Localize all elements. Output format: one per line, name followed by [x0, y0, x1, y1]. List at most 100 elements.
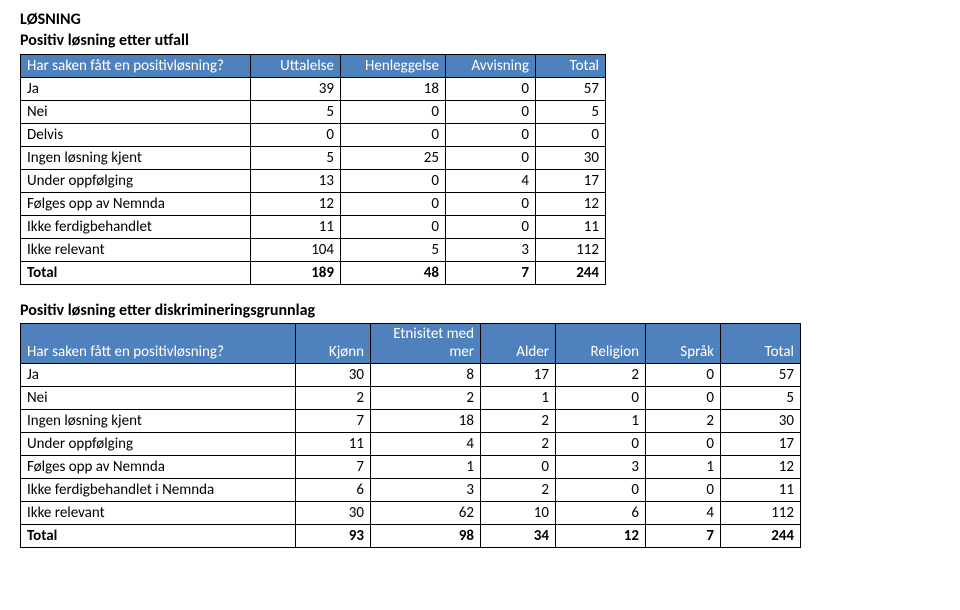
- table1-col-uttalelse: Uttalelse: [251, 54, 341, 77]
- table1-header-row: Har saken fått en positivløsning? Uttale…: [21, 54, 606, 77]
- table2-col-etnisitet: Etnisitet med mer: [371, 324, 481, 364]
- row-label: Følges opp av Nemnda: [21, 455, 296, 478]
- cell: 0: [646, 363, 721, 386]
- table2-total-label: Total: [21, 524, 296, 547]
- cell: 3: [371, 478, 481, 501]
- table1-question: Har saken fått en positivløsning?: [21, 54, 251, 77]
- cell: 1: [371, 455, 481, 478]
- table2-col-religion: Religion: [556, 324, 646, 364]
- cell: 1: [556, 409, 646, 432]
- table-row: Ikke ferdigbehandlet110011: [21, 215, 606, 238]
- cell: 5: [341, 238, 446, 261]
- table1-col-avvisning: Avvisning: [446, 54, 536, 77]
- cell: 0: [481, 455, 556, 478]
- cell: 0: [536, 123, 606, 146]
- cell: 2: [371, 386, 481, 409]
- cell: 5: [721, 386, 801, 409]
- cell: 7: [296, 455, 371, 478]
- cell: 25: [341, 146, 446, 169]
- section1-heading: LØSNING: [20, 10, 940, 31]
- cell: 18: [341, 77, 446, 100]
- cell: 93: [296, 524, 371, 547]
- cell: 0: [446, 146, 536, 169]
- table2-col-total: Total: [721, 324, 801, 364]
- cell: 30: [296, 363, 371, 386]
- cell: 18: [371, 409, 481, 432]
- cell: 5: [536, 100, 606, 123]
- cell: 48: [341, 261, 446, 284]
- cell: 112: [721, 501, 801, 524]
- table2-col-kjonn: Kjønn: [296, 324, 371, 364]
- cell: 0: [446, 100, 536, 123]
- table-row: Nei5005: [21, 100, 606, 123]
- row-label: Ja: [21, 77, 251, 100]
- cell: 2: [481, 478, 556, 501]
- cell: 0: [446, 192, 536, 215]
- table-losning-grunnlag: Har saken fått en positivløsning? Kjønn …: [20, 323, 801, 548]
- section1-subheading: Positiv løsning etter utfall: [20, 31, 940, 52]
- cell: 0: [646, 478, 721, 501]
- cell: 0: [341, 169, 446, 192]
- cell: 0: [556, 386, 646, 409]
- cell: 3: [556, 455, 646, 478]
- row-label: Ikke relevant: [21, 238, 251, 261]
- cell: 62: [371, 501, 481, 524]
- cell: 4: [446, 169, 536, 192]
- row-label: Ikke ferdigbehandlet i Nemnda: [21, 478, 296, 501]
- cell: 0: [556, 478, 646, 501]
- cell: 8: [371, 363, 481, 386]
- cell: 4: [371, 432, 481, 455]
- cell: 0: [341, 215, 446, 238]
- cell: 0: [341, 192, 446, 215]
- row-label: Ja: [21, 363, 296, 386]
- row-label: Nei: [21, 100, 251, 123]
- row-label: Ikke relevant: [21, 501, 296, 524]
- cell: 17: [536, 169, 606, 192]
- row-label: Under oppfølging: [21, 432, 296, 455]
- etn-l2: mer: [449, 343, 474, 361]
- cell: 5: [251, 100, 341, 123]
- cell: 244: [536, 261, 606, 284]
- cell: 2: [646, 409, 721, 432]
- cell: 189: [251, 261, 341, 284]
- cell: 112: [536, 238, 606, 261]
- cell: 0: [251, 123, 341, 146]
- cell: 0: [646, 432, 721, 455]
- cell: 12: [721, 455, 801, 478]
- cell: 0: [446, 215, 536, 238]
- cell: 13: [251, 169, 341, 192]
- cell: 7: [446, 261, 536, 284]
- table-losning-utfall: Har saken fått en positivløsning? Uttale…: [20, 54, 606, 285]
- cell: 5: [251, 146, 341, 169]
- cell: 0: [556, 432, 646, 455]
- cell: 0: [446, 123, 536, 146]
- cell: 30: [296, 501, 371, 524]
- cell: 11: [721, 478, 801, 501]
- cell: 4: [646, 501, 721, 524]
- cell: 2: [296, 386, 371, 409]
- cell: 57: [721, 363, 801, 386]
- cell: 17: [721, 432, 801, 455]
- table1-col-henleggelse: Henleggelse: [341, 54, 446, 77]
- cell: 0: [646, 386, 721, 409]
- table2-question: Har saken fått en positivløsning?: [21, 324, 296, 364]
- cell: 12: [556, 524, 646, 547]
- table1-col-total: Total: [536, 54, 606, 77]
- table-row: Følges opp av Nemnda7103112: [21, 455, 801, 478]
- table-row: Ja308172057: [21, 363, 801, 386]
- row-label: Ingen løsning kjent: [21, 409, 296, 432]
- table-row: Ikke ferdigbehandlet i Nemnda6320011: [21, 478, 801, 501]
- cell: 0: [341, 123, 446, 146]
- row-label: Delvis: [21, 123, 251, 146]
- cell: 30: [536, 146, 606, 169]
- cell: 17: [481, 363, 556, 386]
- cell: 11: [296, 432, 371, 455]
- cell: 1: [646, 455, 721, 478]
- cell: 104: [251, 238, 341, 261]
- cell: 12: [536, 192, 606, 215]
- table-row: Delvis0000: [21, 123, 606, 146]
- cell: 6: [556, 501, 646, 524]
- table1-total-label: Total: [21, 261, 251, 284]
- cell: 2: [481, 409, 556, 432]
- cell: 2: [481, 432, 556, 455]
